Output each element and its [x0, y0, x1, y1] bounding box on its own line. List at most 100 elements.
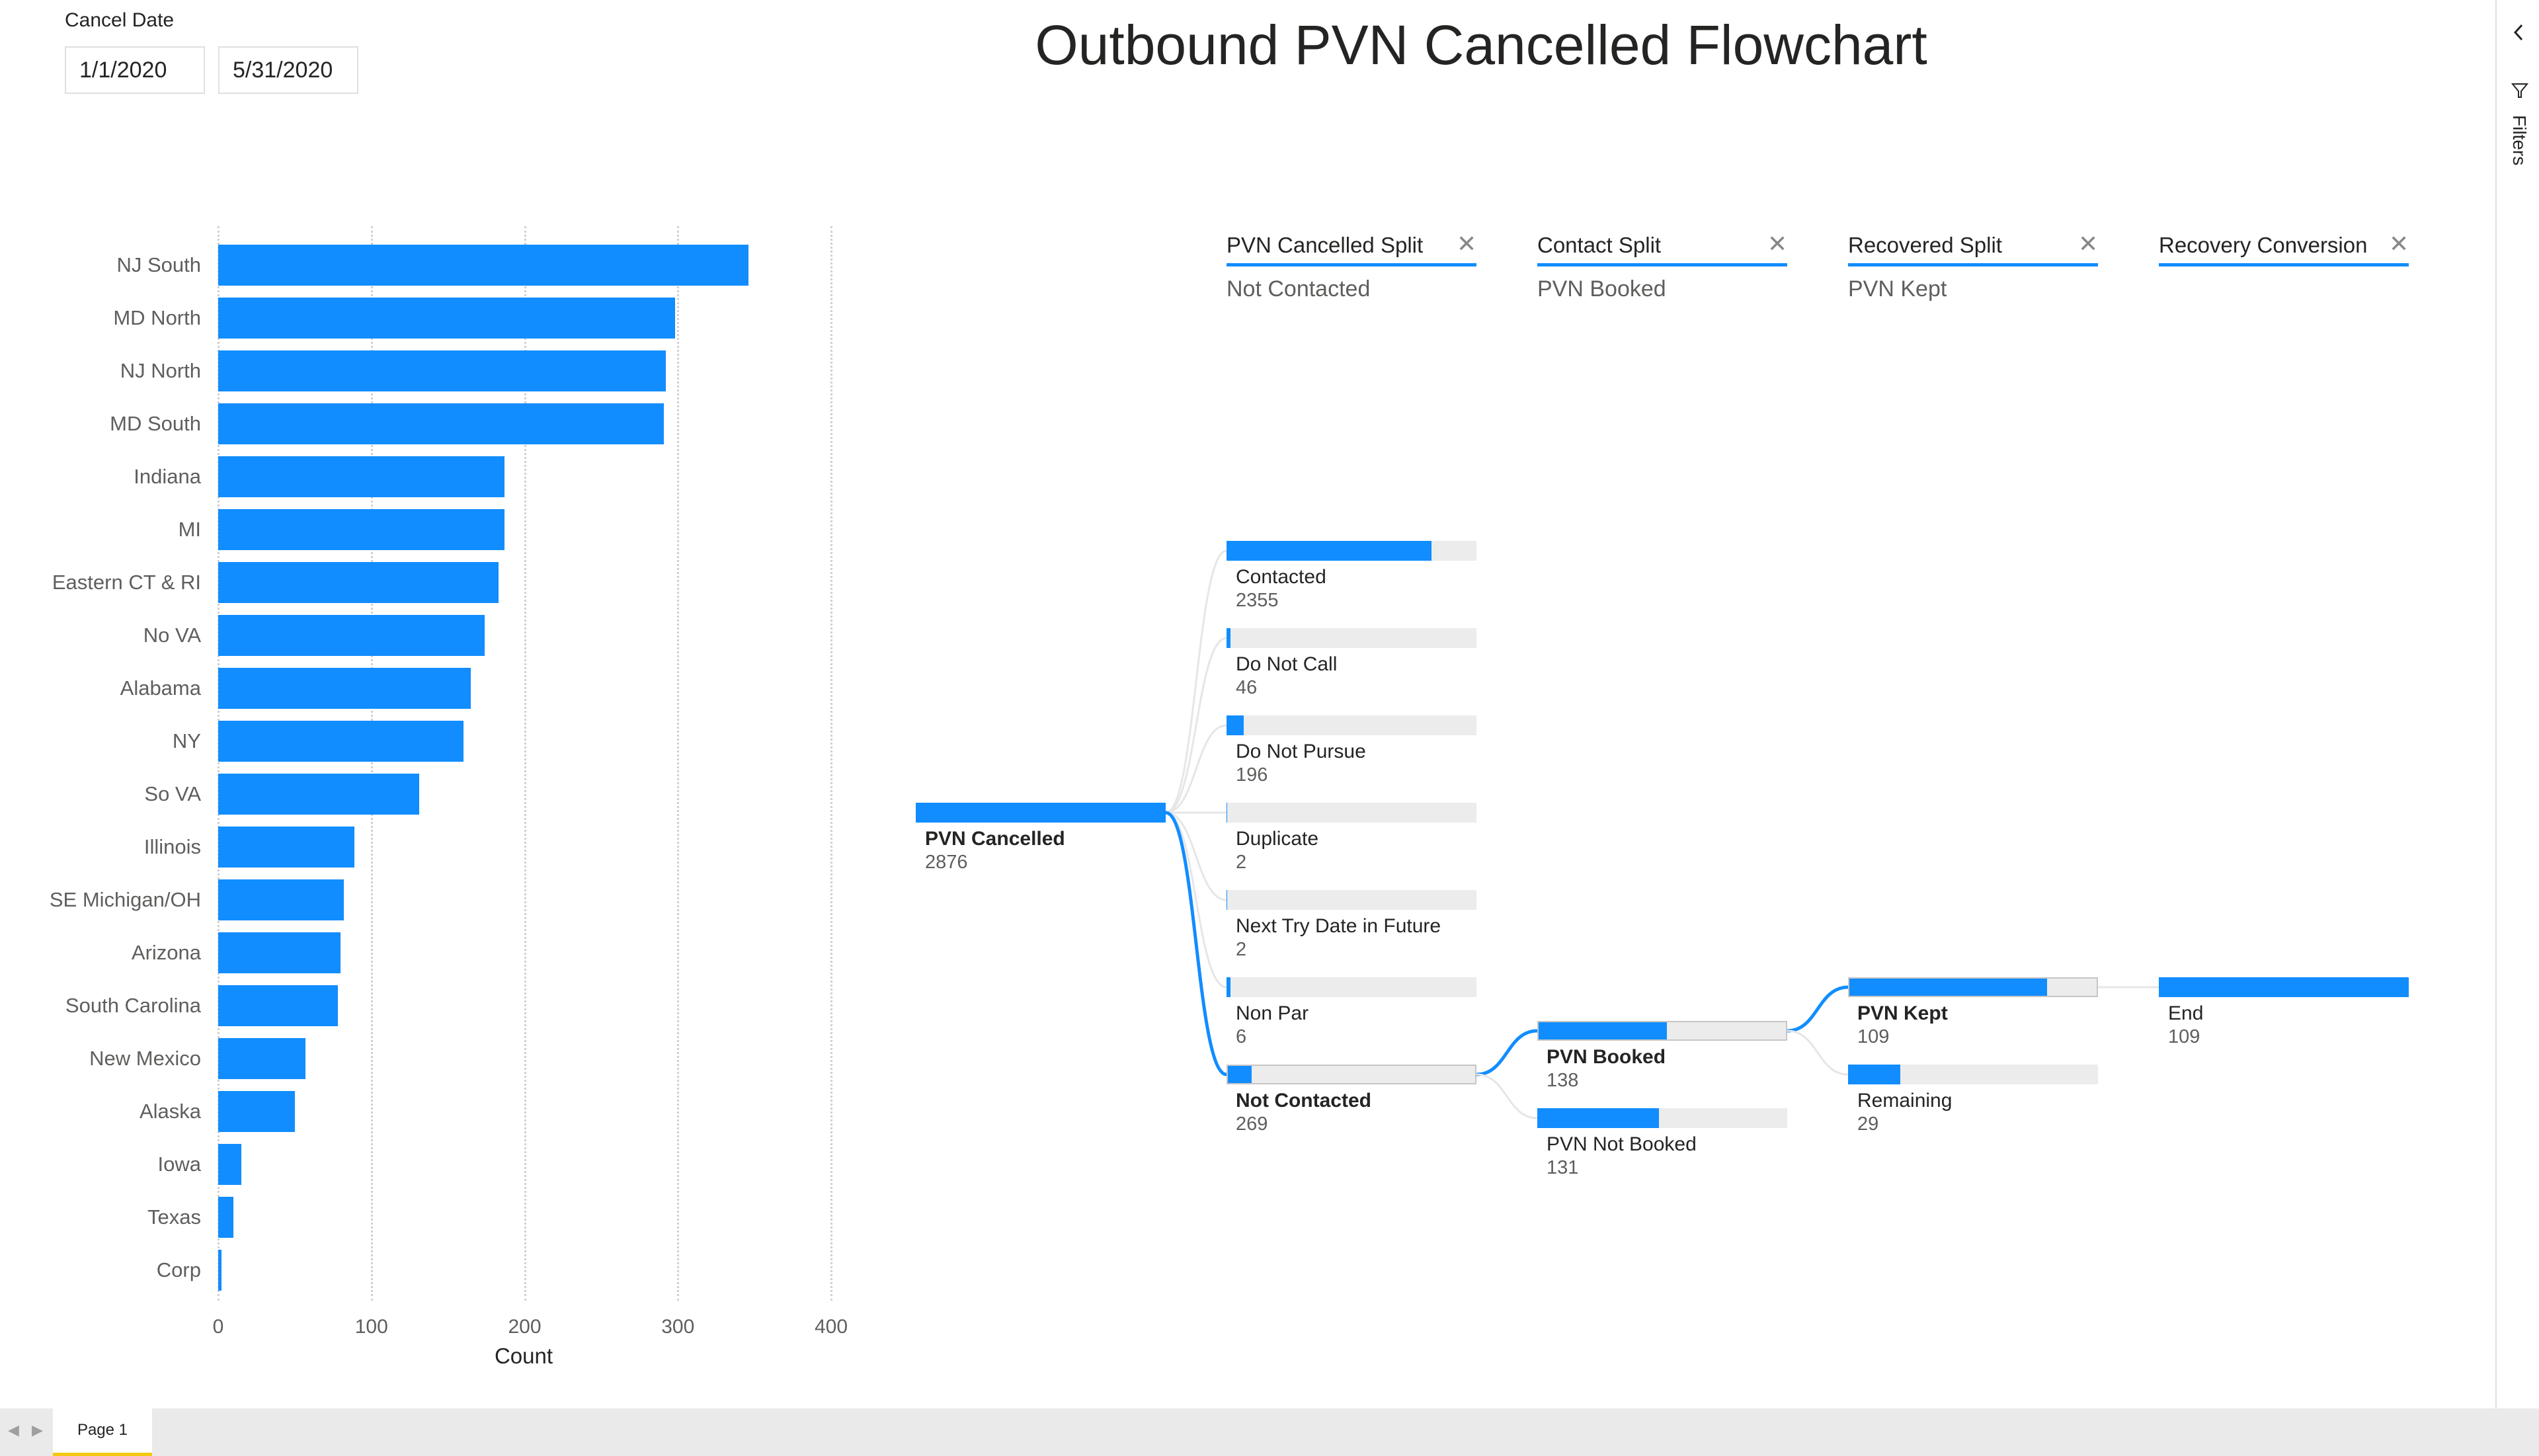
bar[interactable] — [218, 1144, 241, 1185]
bar-category-label: SE Michigan/OH — [49, 888, 201, 911]
bar[interactable] — [218, 721, 463, 762]
node-value: 2876 — [925, 852, 968, 873]
chevron-left-icon[interactable] — [2511, 22, 2526, 42]
bar-category-label: Indiana — [134, 465, 201, 488]
start-date-input[interactable]: 1/1/2020 — [65, 46, 205, 94]
bar[interactable] — [218, 245, 748, 286]
node-label: PVN Booked — [1547, 1046, 1666, 1068]
column-selected-value: Not Contacted — [1227, 276, 1371, 302]
node-bar-fill — [1537, 1108, 1660, 1128]
node-bar-track[interactable] — [1848, 977, 2098, 997]
bar[interactable] — [218, 456, 505, 497]
bar-category-label: So VA — [144, 782, 201, 805]
node-label: Remaining — [1857, 1090, 1953, 1112]
column-header-underline — [1537, 263, 1787, 266]
node-value: 29 — [1857, 1113, 1879, 1135]
x-tick-label: 0 — [212, 1316, 224, 1338]
bar[interactable] — [218, 1091, 295, 1132]
bar[interactable] — [218, 350, 666, 391]
connector — [1476, 1073, 1538, 1119]
bar-category-label: Iowa — [157, 1153, 201, 1176]
connector — [1787, 1030, 1849, 1076]
x-axis-title: Count — [494, 1344, 553, 1368]
column-header-underline — [1227, 263, 1476, 266]
node-bar-track[interactable] — [1227, 715, 1476, 735]
bar[interactable] — [218, 932, 341, 973]
cancel-date-slicer-title: Cancel Date — [65, 9, 175, 31]
connector — [1165, 549, 1227, 814]
node-label: Contacted — [1236, 566, 1326, 588]
bar[interactable] — [218, 562, 499, 603]
close-icon[interactable]: ✕ — [1457, 230, 1477, 257]
bar-category-label: Alabama — [120, 676, 201, 700]
bar[interactable] — [218, 1250, 222, 1291]
bar-category-label: New Mexico — [89, 1047, 201, 1070]
connector — [1165, 811, 1227, 901]
active-connector — [1476, 1029, 1538, 1076]
close-icon[interactable]: ✕ — [2078, 230, 2099, 257]
column-header: PVN Cancelled Split — [1227, 233, 1424, 257]
node-value: 2355 — [1236, 590, 1279, 611]
bar[interactable] — [218, 1197, 234, 1238]
bar[interactable] — [218, 668, 471, 709]
node-bar-fill — [1227, 977, 1230, 997]
column-header: Recovered Split — [1848, 233, 2002, 257]
node-bar-track[interactable] — [1227, 541, 1476, 561]
connector — [1165, 811, 1227, 989]
connector — [1165, 637, 1227, 814]
filters-pane-collapsed[interactable]: Filters — [2495, 0, 2539, 1408]
node-bar-track[interactable] — [1227, 977, 1476, 997]
x-tick-label: 300 — [661, 1316, 695, 1338]
node-bar-fill — [1539, 1022, 1667, 1039]
bar[interactable] — [218, 509, 505, 550]
filter-icon — [2511, 83, 2528, 98]
node-bar-track[interactable] — [1227, 890, 1476, 910]
tab-prev-icon[interactable]: ◀ — [8, 1422, 19, 1438]
tab-page-1[interactable]: Page 1 — [53, 1408, 152, 1456]
bar[interactable] — [218, 615, 485, 656]
column-header: Recovery Conversion — [2159, 233, 2368, 257]
bar[interactable] — [218, 1038, 306, 1079]
node-bar-fill — [1227, 628, 1231, 648]
node-bar-track[interactable] — [1227, 628, 1476, 648]
close-icon[interactable]: ✕ — [1767, 230, 1788, 257]
bar-category-label: Corp — [156, 1258, 201, 1281]
node-value: 196 — [1236, 764, 1268, 786]
node-bar-track[interactable] — [1537, 1108, 1787, 1128]
bar-category-label: NJ North — [120, 359, 201, 382]
bar-category-label: MI — [178, 518, 201, 541]
tab-next-icon[interactable]: ▶ — [32, 1422, 43, 1438]
node-bar-track[interactable] — [1848, 1065, 2098, 1084]
node-value: 2 — [1236, 939, 1247, 960]
bar-category-label: NY — [172, 729, 201, 752]
bar[interactable] — [218, 774, 419, 815]
node-bar-fill — [1849, 979, 2047, 996]
bar-category-label: Eastern CT & RI — [52, 571, 201, 594]
node-bar-track[interactable] — [1227, 803, 1476, 823]
column-header: Contact Split — [1537, 233, 1662, 257]
node-bar-fill — [1848, 1065, 1901, 1084]
node-value: 6 — [1236, 1026, 1247, 1047]
node-label: PVN Kept — [1857, 1002, 1948, 1024]
column-selected-value: PVN Kept — [1848, 276, 1947, 302]
gridline-x — [830, 226, 832, 1301]
node-value: 2 — [1236, 852, 1247, 873]
end-date-input[interactable]: 5/31/2020 — [218, 46, 358, 94]
bar-category-label: MD North — [113, 306, 201, 329]
bar[interactable] — [218, 879, 344, 920]
close-icon[interactable]: ✕ — [2389, 230, 2409, 257]
root-node-bar[interactable] — [916, 803, 1166, 823]
node-bar-fill — [1228, 1066, 1252, 1083]
node-bar-track[interactable] — [1537, 1021, 1787, 1041]
bar[interactable] — [218, 298, 675, 339]
filters-label[interactable]: Filters — [2509, 115, 2530, 166]
node-label: Duplicate — [1236, 828, 1319, 850]
page-tab-bar — [0, 1408, 2539, 1456]
bar-category-label: Arizona — [131, 941, 201, 964]
bar[interactable] — [218, 985, 338, 1026]
bar[interactable] — [218, 403, 665, 444]
bar[interactable] — [218, 827, 355, 868]
node-bar-track[interactable] — [1227, 1065, 1476, 1084]
node-bar-track[interactable] — [2159, 977, 2409, 997]
